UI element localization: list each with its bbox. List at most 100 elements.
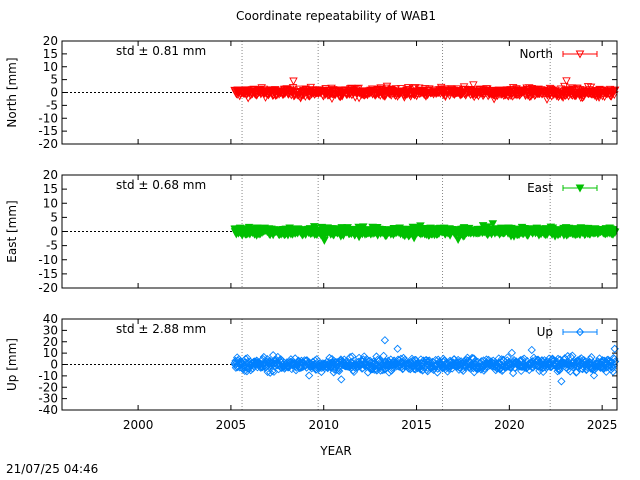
data-point [529, 353, 539, 362]
plot-frame [61, 174, 618, 289]
legend-marker [575, 50, 585, 59]
y-tick-label: -10 [38, 369, 58, 383]
legend-label: North [519, 47, 553, 61]
y-tick-label: 0 [50, 86, 58, 100]
timestamp-label: 21/07/25 04:46 [6, 462, 98, 476]
series-east [230, 220, 620, 245]
y-tick-label: -15 [38, 124, 58, 138]
data-point [269, 351, 278, 360]
data-point [555, 366, 564, 375]
y-tick-label: -20 [38, 380, 58, 394]
y-tick-label: 20 [43, 34, 58, 48]
series-north [230, 77, 620, 104]
data-point [266, 368, 275, 377]
legend-marker [575, 184, 585, 193]
y-axis-label: North [mm] [5, 57, 19, 127]
y-tick-label: -5 [46, 98, 58, 112]
data-point [289, 77, 298, 86]
y-axis-label: Up [mm] [5, 338, 19, 391]
y-tick-label: 5 [50, 210, 58, 224]
y-tick-label: 5 [50, 73, 58, 87]
data-point [555, 365, 564, 374]
y-tick-label: -20 [38, 281, 58, 295]
legend-label: Up [537, 325, 553, 339]
x-axis-label: YEAR [319, 444, 351, 458]
chart-title: Coordinate repeatability of WAB1 [236, 9, 436, 23]
y-tick-label: 10 [43, 60, 58, 74]
y-tick-label: 40 [43, 312, 58, 326]
data-point [443, 367, 452, 376]
data-point [494, 354, 503, 363]
data-point [469, 81, 478, 90]
data-point [335, 366, 344, 376]
y-tick-label: 0 [50, 225, 58, 239]
data-point [497, 355, 506, 364]
data-point [459, 366, 468, 375]
x-tick-label: 2025 [587, 418, 618, 432]
data-point [589, 371, 599, 380]
y-tick-label: -30 [38, 392, 58, 406]
data-point [406, 363, 416, 373]
data-point [572, 367, 581, 377]
data-point [488, 220, 498, 229]
plot-frame [61, 318, 618, 411]
data-point [384, 368, 394, 377]
data-point [525, 365, 534, 375]
data-point [304, 371, 314, 380]
y-axis-label: East [mm] [5, 200, 19, 262]
data-point [308, 357, 318, 366]
y-tick-label: -10 [38, 111, 58, 125]
data-point [320, 236, 329, 245]
data-point [562, 77, 571, 86]
x-tick-label: 2020 [494, 418, 525, 432]
y-tick-label: 15 [43, 47, 58, 61]
std-label: std ± 0.81 mm [116, 44, 206, 58]
series-up [230, 336, 620, 386]
data-point [453, 236, 463, 245]
y-tick-label: -40 [38, 403, 58, 417]
y-tick-label: -10 [38, 253, 58, 267]
y-tick-label: -20 [38, 137, 58, 151]
std-label: std ± 0.68 mm [116, 178, 206, 192]
y-tick-label: 20 [43, 335, 58, 349]
x-tick-label: 2015 [401, 418, 432, 432]
y-tick-label: 10 [43, 196, 58, 210]
data-point [263, 367, 272, 377]
x-tick-label: 2005 [216, 418, 247, 432]
y-tick-label: 15 [43, 182, 58, 196]
data-point [503, 362, 513, 371]
data-point [567, 84, 577, 93]
y-tick-label: 20 [43, 168, 58, 182]
data-point [380, 336, 390, 345]
y-tick-label: -5 [46, 239, 58, 253]
data-point [546, 362, 555, 371]
data-point [393, 344, 402, 353]
plot-frame [61, 40, 618, 145]
x-tick-label: 2010 [308, 418, 339, 432]
y-tick-label: -15 [38, 267, 58, 281]
data-point [359, 223, 368, 232]
data-point [325, 353, 334, 363]
legend-label: East [527, 181, 553, 195]
legend-marker [575, 327, 585, 337]
std-label: std ± 2.88 mm [116, 322, 206, 336]
data-point [561, 92, 570, 101]
data-point [433, 368, 442, 377]
data-point [507, 348, 517, 357]
data-point [349, 367, 359, 377]
data-point [557, 377, 566, 386]
data-point [527, 345, 536, 355]
y-tick-label: 10 [43, 346, 58, 360]
data-point [332, 365, 341, 375]
data-point [357, 360, 366, 369]
data-point [608, 367, 618, 376]
data-point [379, 351, 388, 360]
data-point [323, 363, 332, 373]
data-point [503, 353, 512, 362]
x-tick-label: 2000 [123, 418, 154, 432]
